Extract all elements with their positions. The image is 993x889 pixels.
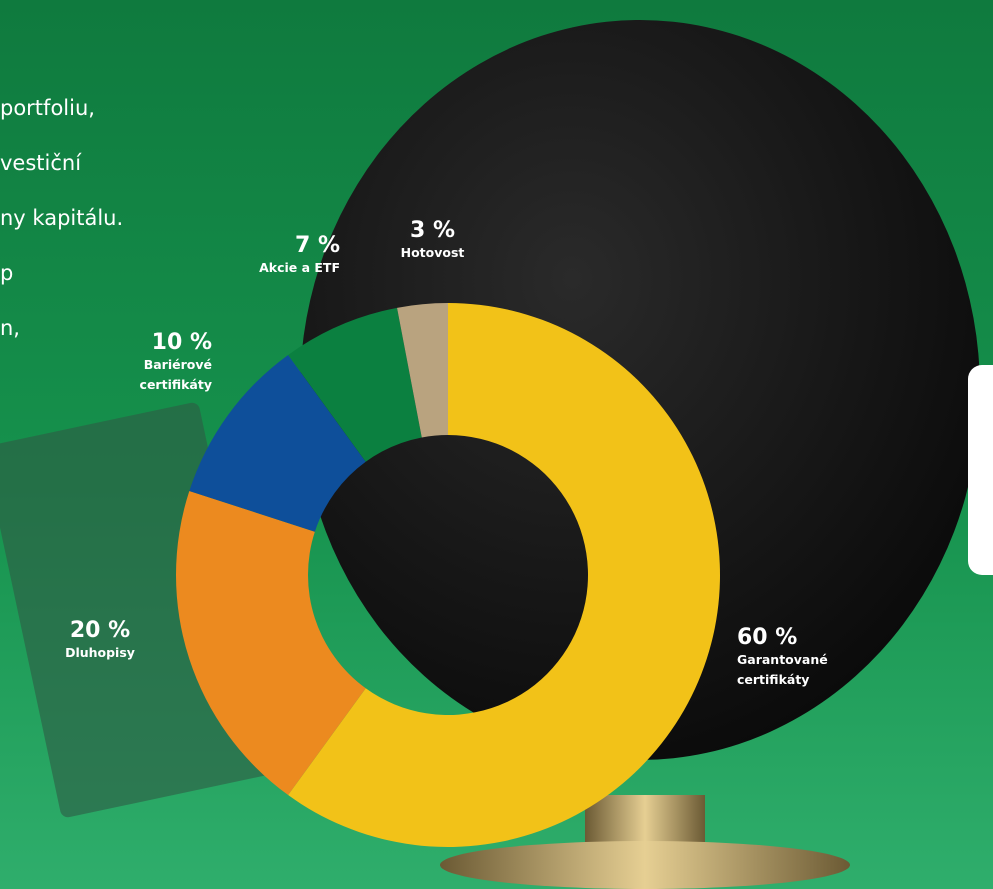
category-label: Bariérové certifikáty	[139, 357, 212, 392]
segment-label: 7 % Akcie a ETF	[220, 233, 340, 278]
donut-segment	[176, 490, 366, 796]
value-label: 60 %	[737, 625, 798, 650]
donut-segment	[189, 354, 366, 532]
category-label: Hotovost	[400, 245, 465, 260]
donut-chart	[176, 303, 721, 848]
donut-segment	[288, 307, 422, 462]
paragraph-line: vestiční	[0, 151, 82, 175]
paragraph-line: n,	[0, 316, 20, 340]
segment-label: 60 % Garantované certifikáty	[737, 625, 867, 690]
donut-segment	[397, 303, 448, 438]
value-label: 7 %	[294, 233, 340, 258]
category-label: Akcie a ETF	[259, 260, 340, 275]
card	[968, 365, 993, 575]
paragraph-line: portfoliu,	[0, 96, 95, 120]
segment-label: 10 % Bariérové certifikáty	[100, 330, 212, 395]
donut-segment	[288, 303, 721, 848]
value-label: 10 %	[151, 330, 212, 355]
paragraph-line: p	[0, 261, 14, 285]
segment-label: 20 % Dluhopisy	[40, 618, 160, 663]
paragraph-line: ny kapitálu.	[0, 206, 124, 230]
segment-label: 3 % Hotovost	[380, 218, 485, 263]
value-label: 20 %	[69, 618, 131, 643]
category-label: Dluhopisy	[65, 645, 135, 660]
category-label: Garantované certifikáty	[737, 652, 828, 687]
stand	[585, 795, 705, 850]
stand-base	[440, 841, 850, 889]
value-label: 3 %	[409, 218, 455, 243]
